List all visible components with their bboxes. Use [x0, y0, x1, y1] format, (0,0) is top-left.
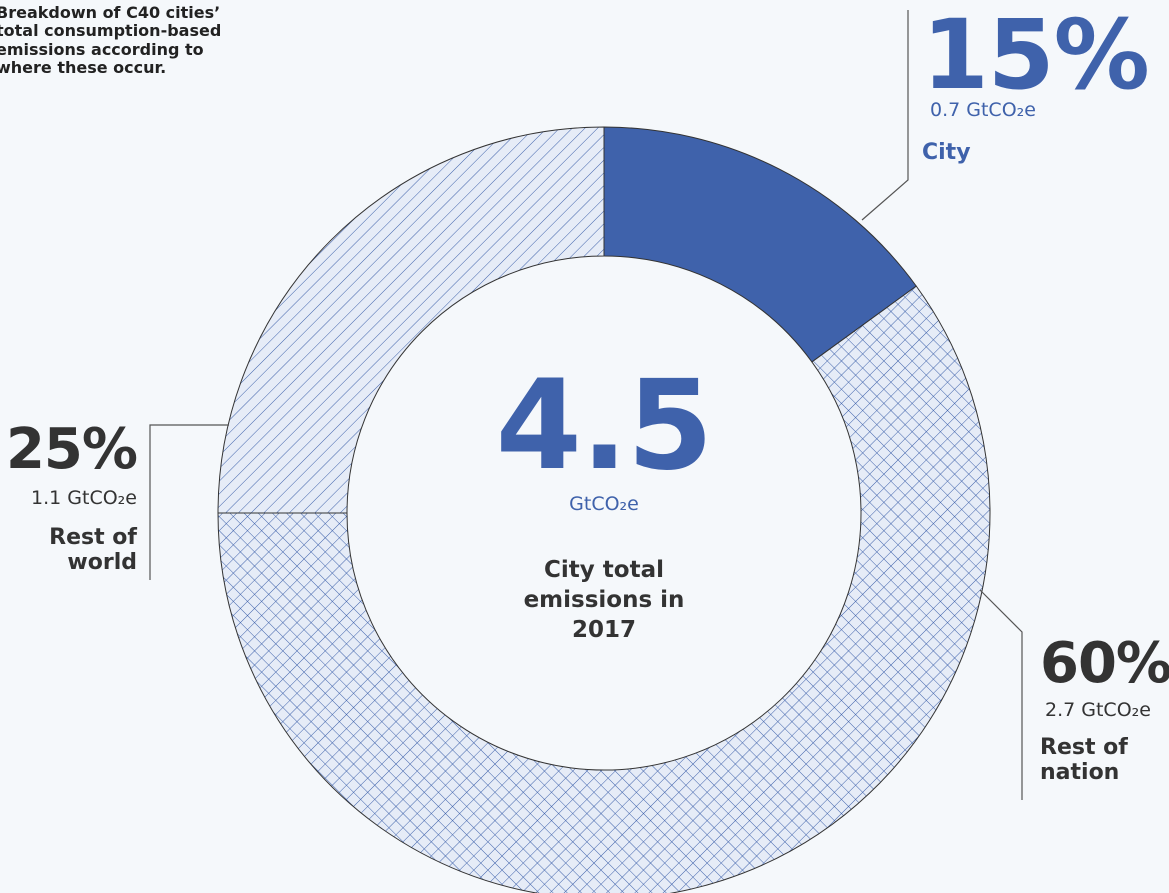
category-label: Rest of world — [49, 525, 137, 576]
leader-line — [861, 10, 909, 221]
value-label: 60% — [1040, 631, 1169, 696]
value-label: 25% — [5, 417, 138, 482]
center-total: 4.5 — [495, 354, 714, 498]
leader-line — [149, 424, 229, 580]
center-unit: GtCO₂e — [569, 493, 639, 515]
amount-label: 0.7 GtCO₂e — [930, 99, 1036, 121]
donut-segment — [217, 126, 605, 514]
amount-label: 1.1 GtCO₂e — [31, 487, 137, 509]
category-label: Rest of nation — [1040, 735, 1128, 786]
category-label: City — [922, 140, 971, 165]
value-label: 15% — [922, 0, 1150, 111]
amount-label: 2.7 GtCO₂e — [1045, 699, 1151, 721]
leader-line — [979, 589, 1023, 800]
center-label: City total emissions in 2017 — [523, 557, 685, 643]
chart-title: Breakdown of C40 cities’ total consumpti… — [0, 3, 222, 78]
donut-segment — [217, 285, 991, 893]
